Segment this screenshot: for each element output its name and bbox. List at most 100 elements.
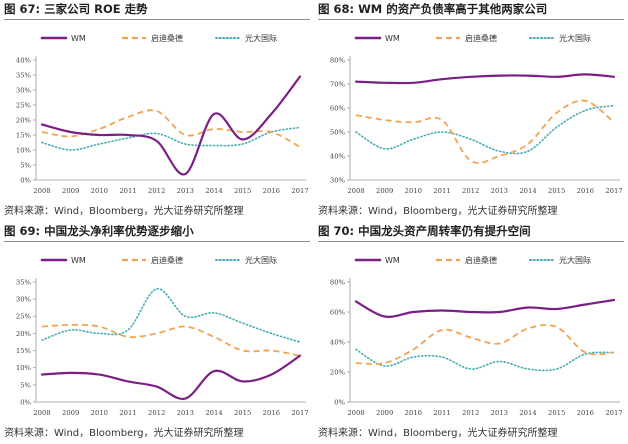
y-tick-label: 60% (330, 104, 346, 112)
y-tick-label: 0% (20, 176, 31, 184)
data-point-wm (213, 370, 215, 372)
y-tick-label: 35% (16, 71, 32, 79)
x-tick-label: 2017 (605, 187, 622, 195)
figure-title: 图 67: 三家公司 ROE 走势 (4, 0, 310, 20)
legend-label-qidi: 启迪桑德 (151, 255, 183, 265)
data-point-wm (69, 372, 71, 374)
data-point-everbright (299, 126, 301, 128)
data-point-everbright (184, 143, 186, 145)
data-point-everbright (383, 365, 385, 367)
data-point-qidi (383, 362, 385, 364)
series-line-wm (40, 75, 302, 176)
data-point-wm (441, 78, 443, 80)
x-tick-label: 2010 (405, 187, 422, 195)
figure-title: 图 69: 中国龙头净利率优势逐步缩小 (4, 222, 310, 242)
data-point-wm (412, 82, 414, 84)
y-tick-label: 40% (330, 338, 346, 346)
data-point-everbright (41, 141, 43, 143)
x-tick-label: 2013 (491, 409, 508, 417)
data-point-wm (383, 315, 385, 317)
series-line-everbright (41, 288, 301, 343)
data-point-qidi (355, 114, 357, 116)
data-point-qidi (241, 131, 243, 133)
data-point-qidi (412, 121, 414, 123)
source-note: 资料来源：Wind，Bloomberg，光大证券研究所整理 (4, 428, 244, 439)
x-tick-label: 2017 (605, 409, 622, 417)
figure-title: 图 70: 中国龙头资产周转率仍有提升空间 (318, 222, 624, 242)
series-line-qidi (355, 99, 615, 164)
series-line-qidi (41, 109, 301, 148)
figure-69: 图 69: 中国龙头净利率优势逐步缩小 WM 启迪桑德 光大国际 0% 5% 10% 15%… (4, 222, 310, 441)
data-point-everbright (498, 150, 500, 152)
x-tick-label: 2011 (433, 187, 450, 195)
data-point-wm (412, 311, 414, 313)
data-point-qidi (184, 134, 186, 136)
y-tick-label: 15% (16, 131, 32, 139)
legend-label-qidi: 启迪桑德 (465, 33, 497, 43)
data-point-wm (127, 134, 129, 136)
data-point-qidi (613, 121, 615, 123)
y-tick-label: 20% (16, 116, 32, 124)
data-point-everbright (555, 126, 557, 128)
data-point-everbright (41, 339, 43, 341)
x-tick-label: 2008 (33, 187, 50, 195)
debt-ratio-line-chart: WM 启迪桑德 光大国际 30% 40% 50% 60% 70% 80% 2008 2009 2010… (330, 33, 623, 195)
data-point-qidi (98, 325, 100, 327)
legend-label-qidi: 启迪桑德 (151, 33, 183, 43)
data-point-wm (299, 75, 301, 77)
data-point-everbright (213, 312, 215, 314)
data-point-qidi (270, 349, 272, 351)
data-point-qidi (270, 131, 272, 133)
x-tick-label: 2008 (347, 187, 364, 195)
data-point-everbright (241, 143, 243, 145)
figure-title: 图 68: WM 的资产负债率高于其他两家公司 (318, 0, 624, 20)
legend-label-everbright: 光大国际 (245, 255, 277, 265)
data-point-everbright (555, 368, 557, 370)
data-point-wm (184, 397, 186, 399)
y-tick-label: 5% (20, 161, 31, 169)
x-tick-label: 2014 (519, 409, 536, 417)
data-point-qidi (469, 336, 471, 338)
series-line-qidi (355, 324, 615, 365)
y-tick-label: 40% (16, 56, 32, 64)
y-tick-label: 10% (16, 364, 32, 372)
x-tick-label: 2012 (148, 409, 165, 417)
asset-turnover-line-chart: WM 启迪桑德 光大国际 0% 20% 40% 60% 80% 2008 2009 2010 2011… (330, 255, 623, 417)
x-tick-label: 2012 (462, 187, 479, 195)
data-point-qidi (127, 336, 129, 338)
data-point-qidi (555, 326, 557, 328)
data-point-everbright (127, 329, 129, 331)
y-tick-label: 25% (16, 313, 32, 321)
figure-70: 图 70: 中国龙头资产周转率仍有提升空间 WM 启迪桑德 光大国际 0% 20% 40%… (318, 222, 624, 441)
y-tick-label: 70% (330, 80, 346, 88)
data-point-wm (270, 373, 272, 375)
x-tick-label: 2015 (548, 187, 565, 195)
x-tick-label: 2010 (91, 187, 108, 195)
data-point-everbright (155, 288, 157, 290)
data-point-wm (69, 131, 71, 133)
data-point-wm (383, 82, 385, 84)
legend-label-wm: WM (385, 34, 400, 43)
data-point-wm (613, 299, 615, 301)
data-point-qidi (527, 327, 529, 329)
data-point-everbright (69, 149, 71, 151)
data-point-qidi (527, 143, 529, 145)
source-note: 资料来源：Wind，Bloomberg，光大证券研究所整理 (318, 428, 558, 439)
data-point-qidi (498, 155, 500, 157)
data-point-wm (299, 355, 301, 357)
data-point-wm (527, 74, 529, 76)
data-point-everbright (383, 148, 385, 150)
data-point-everbright (355, 348, 357, 350)
x-tick-label: 2011 (119, 187, 136, 195)
y-tick-label: 80% (330, 278, 346, 286)
y-tick-label: 10% (16, 146, 32, 154)
series-line-qidi (41, 323, 301, 357)
data-point-qidi (127, 116, 129, 118)
x-tick-label: 2013 (177, 409, 194, 417)
data-point-wm (555, 308, 557, 310)
data-point-wm (98, 373, 100, 375)
data-point-wm (270, 113, 272, 115)
data-point-wm (613, 76, 615, 78)
data-point-everbright (155, 132, 157, 134)
data-point-wm (41, 123, 43, 125)
